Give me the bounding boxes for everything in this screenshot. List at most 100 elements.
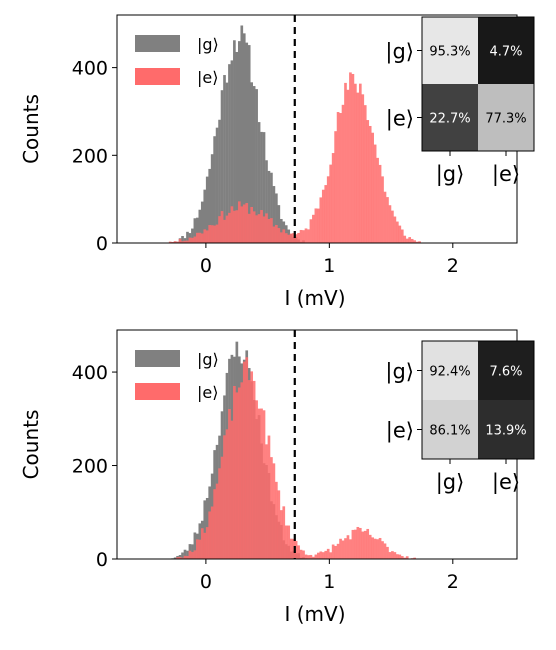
hist-bar (284, 233, 288, 243)
hist-bar (240, 206, 244, 243)
hist-bar (294, 234, 298, 243)
hist-bar (267, 218, 271, 243)
hist-bar (235, 210, 239, 243)
hist-bar (181, 557, 184, 559)
hist-bar (354, 83, 357, 243)
hist-bar (225, 215, 229, 243)
hist-bar (188, 550, 192, 559)
hist-bar (213, 489, 216, 559)
hist-bar (272, 186, 276, 243)
y-tick-label: 200 (72, 145, 108, 167)
hist-bar (396, 554, 399, 559)
hist-bar (218, 216, 221, 243)
hist-bar (210, 225, 214, 243)
hist-bar (250, 82, 254, 243)
hist-bar (351, 529, 355, 559)
hist-bar (319, 197, 323, 243)
hist-bar (381, 176, 384, 243)
hist-bar (208, 511, 212, 559)
legend-swatch (135, 350, 180, 367)
hist-bar (381, 541, 384, 559)
hist-bar (270, 218, 273, 243)
hist-bar (193, 550, 197, 559)
hist-bar (334, 131, 337, 243)
hist-bar (324, 185, 328, 243)
hist-bar (183, 240, 187, 243)
hist-bar (339, 538, 342, 559)
confusion-matrix: 92.4% 7.6% 86.1% 13.9% |g⟩ |e⟩ |g⟩ |e⟩ (385, 340, 535, 495)
matrix-row-label: |e⟩ (386, 107, 414, 132)
hist-bar (391, 551, 394, 559)
hist-bar (260, 131, 263, 243)
hist-bar (289, 233, 293, 243)
matrix-value: 95.3% (429, 45, 470, 60)
hist-bar (378, 537, 382, 559)
hist-bar (321, 552, 325, 559)
hist-bar (250, 207, 254, 243)
hist-bar (413, 557, 416, 559)
hist-bar (314, 208, 318, 243)
matrix-frame (421, 340, 535, 460)
hist-bar (349, 72, 352, 244)
series-2 (173, 357, 416, 559)
hist-bar (398, 225, 402, 243)
hist-bar (358, 83, 362, 243)
hist-bar (176, 557, 179, 559)
hist-bar (233, 385, 236, 559)
hist-bar (317, 552, 320, 559)
hist-bar (309, 219, 313, 243)
matrix-cell (422, 84, 478, 151)
hist-bar (351, 73, 355, 243)
hist-bar (237, 201, 241, 243)
legend-label: |g⟩ (197, 350, 219, 369)
hist-bar (339, 113, 342, 243)
hist-bar (228, 409, 231, 559)
hist-bar (196, 232, 199, 243)
hist-bar (262, 132, 266, 243)
matrix-value: 92.4% (429, 365, 470, 380)
matrix-cell (478, 17, 534, 84)
hist-bar (361, 531, 365, 559)
hist-bar (408, 237, 412, 243)
matrix-col-label: |e⟩ (492, 162, 520, 187)
legend: |g⟩ |e⟩ (135, 350, 219, 402)
y-tick-label: 400 (72, 58, 108, 80)
hist-bar (215, 224, 219, 243)
hist-bar (233, 210, 236, 243)
matrix-col-label: |g⟩ (436, 162, 465, 187)
series-2 (168, 72, 421, 244)
matrix-col-label: |e⟩ (492, 470, 520, 495)
hist-bar (193, 532, 197, 559)
matrix-cell (478, 84, 534, 151)
hist-bar (215, 483, 219, 559)
hist-bar (413, 240, 416, 243)
hist-bar (267, 170, 271, 243)
hist-bar (349, 539, 352, 559)
hist-bar (196, 217, 199, 243)
hist-bar (304, 228, 308, 243)
hist-bar (200, 201, 204, 243)
hist-bar (247, 45, 251, 243)
matrix-row-label: |g⟩ (385, 40, 414, 65)
hist-bar (405, 556, 409, 559)
hist-bar (198, 209, 202, 243)
hist-bar (405, 238, 409, 243)
hist-bar (282, 229, 286, 243)
hist-bar (299, 229, 303, 243)
hist-bar (252, 86, 256, 244)
hist-bar (366, 528, 370, 559)
hist-bar (346, 535, 350, 559)
hist-bar (371, 537, 374, 559)
hist-bar (186, 240, 189, 243)
hist-bar (383, 543, 387, 559)
hist-bar (326, 548, 330, 559)
hist-bar (388, 205, 392, 243)
hist-bar (275, 224, 278, 243)
hist-bar (168, 241, 172, 243)
hist-bar (279, 218, 283, 243)
hist-bar (344, 82, 347, 243)
hist-bar (383, 191, 387, 243)
hist-bar (299, 549, 303, 559)
matrix-row-label: |g⟩ (385, 360, 414, 385)
hist-bar (307, 555, 310, 559)
